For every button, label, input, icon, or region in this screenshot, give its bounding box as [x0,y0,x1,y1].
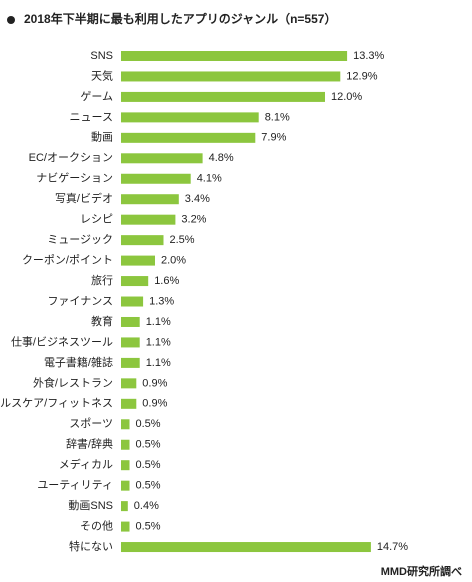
value-label: 0.4% [134,500,159,512]
value-label: 4.1% [197,173,222,185]
value-label: 0.5% [136,459,161,471]
category-label: EC/オークション [29,151,113,164]
value-label: 3.2% [181,214,206,226]
value-label: 0.9% [142,377,167,389]
category-label: クーポン/ポイント [22,254,113,267]
category-label: ファイナンス [47,294,113,307]
category-label: SNS [90,50,113,62]
category-label: ユーティリティ [37,480,113,492]
value-label: 1.1% [146,336,171,348]
value-label: 1.3% [149,295,174,307]
bar [121,501,128,512]
category-label: ミュージック [47,233,113,246]
bar [121,316,140,327]
category-label: レシピ [80,213,113,226]
bar [121,194,179,205]
bar [121,255,155,266]
category-label: 特にない [69,539,113,553]
category-label: 外食/レストラン [33,375,113,389]
value-label: 0.5% [136,520,161,532]
category-label: ゲーム [80,90,113,103]
value-label: 0.9% [142,398,167,410]
category-label: その他 [80,519,113,532]
chart-title: 2018年下半期に最も利用したアプリのジャンル（n=557） [24,11,336,26]
value-label: 0.5% [136,439,161,451]
source: MMD研究所調べ [381,564,462,578]
bar [121,132,256,143]
category-label: 動画 [91,130,113,144]
bar [121,337,140,348]
bar [121,460,130,471]
category-label: 教育 [91,314,113,328]
bar [121,357,140,368]
title-bullet [7,16,15,24]
category-label: 辞書/辞典 [66,437,113,451]
value-label: 8.1% [265,111,290,123]
value-label: 4.8% [209,152,234,164]
bar [121,542,371,553]
value-label: 1.1% [146,316,171,328]
bar [121,439,130,450]
bar [121,51,348,61]
category-label: ヘルスケア/フィットネス [0,397,113,410]
value-label: 2.0% [161,255,186,267]
value-label: 12.0% [331,91,362,103]
bar [121,378,137,389]
bar [121,91,325,102]
bar [121,419,130,430]
value-label: 3.4% [185,193,210,205]
category-label: ナビゲーション [36,172,113,185]
category-label: 動画SNS [68,498,113,512]
category-label: 写真/ビデオ [55,191,113,205]
bar [121,214,176,225]
value-label: 0.5% [136,418,161,430]
category-label: ニュース [70,111,113,123]
value-label: 1.6% [154,275,179,287]
category-label: スポーツ [69,417,113,430]
bar [121,521,130,532]
value-label: 14.7% [377,541,408,553]
value-label: 7.9% [261,132,286,144]
bar [121,296,144,307]
value-label: 1.1% [146,357,171,369]
bar [121,173,191,184]
bar [121,398,137,409]
category-label: 旅行 [91,273,113,287]
bar [121,480,130,491]
category-label: メディカル [59,457,113,471]
bar [121,235,164,246]
bar [121,153,203,164]
category-label: 天気 [91,68,113,82]
category-label: 仕事/ビジネスツール [11,335,113,348]
category-label: 電子書籍/雑誌 [44,355,113,369]
bar [121,71,341,82]
value-label: 0.5% [136,480,161,492]
value-label: 12.9% [346,70,377,82]
value-label: 2.5% [170,234,195,246]
value-label: 13.3% [353,50,384,62]
bar [121,276,149,287]
bar [121,112,259,123]
